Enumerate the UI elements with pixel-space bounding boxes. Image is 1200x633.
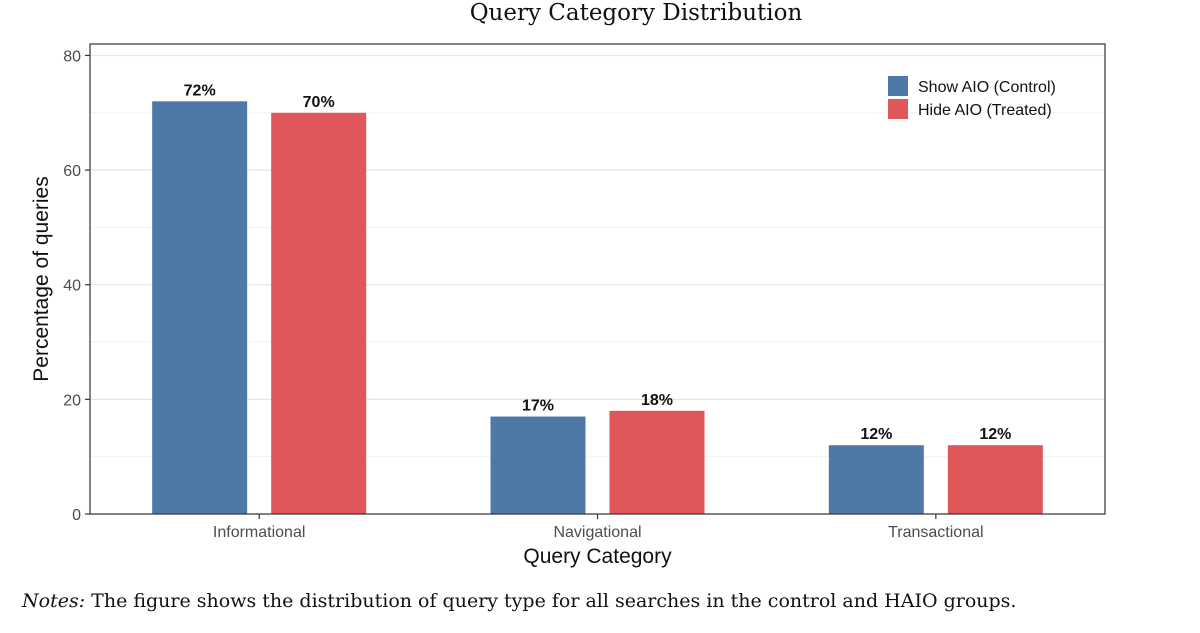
legend-label: Show AIO (Control) (918, 79, 1056, 96)
x-tick-label: Transactional (888, 524, 983, 541)
bar (828, 445, 924, 514)
notes-label: Notes: (22, 590, 86, 612)
bar-chart: Query Category Distribution 72% 70% 17% 18%… (30, 0, 1106, 568)
bar (609, 410, 705, 514)
figure-notes: Notes: The figure shows the distribution… (22, 590, 1016, 612)
bar-value-labels: 72% 70% 17% 18% 12% 12% (184, 82, 1012, 443)
notes-text: The figure shows the distribution of que… (91, 590, 1017, 612)
x-tick-label: Informational (213, 524, 306, 541)
bar-value-label: 17% (522, 398, 554, 415)
gridlines (90, 54, 1105, 515)
legend-swatch (888, 99, 908, 119)
bar-value-label: 70% (303, 94, 335, 111)
bar-value-label: 18% (641, 392, 673, 409)
y-tick-label: 0 (72, 507, 81, 524)
bar (271, 112, 367, 514)
chart-title: Query Category Distribution (470, 0, 803, 26)
y-tick-label: 40 (63, 278, 81, 295)
x-axis-title: Query Category (523, 545, 672, 568)
legend: Show AIO (Control) Hide AIO (Treated) (888, 76, 1056, 119)
y-tick-label: 80 (63, 48, 81, 65)
bar (152, 101, 248, 514)
bars (152, 101, 1043, 514)
y-axis-title: Percentage of queries (30, 176, 53, 381)
bar-value-label: 72% (184, 82, 216, 99)
y-tick-label: 60 (63, 163, 81, 180)
y-tick-label: 20 (63, 392, 81, 409)
legend-label: Hide AIO (Treated) (918, 102, 1052, 119)
bar-value-label: 12% (860, 426, 892, 443)
bar (947, 445, 1043, 514)
x-tick-label: Navigational (553, 524, 641, 541)
x-axis: Informational Navigational Transactional (213, 514, 984, 541)
bar-value-label: 12% (979, 426, 1011, 443)
bar (490, 416, 586, 514)
legend-swatch (888, 76, 908, 96)
y-axis: 0 20 40 60 80 (63, 48, 90, 524)
